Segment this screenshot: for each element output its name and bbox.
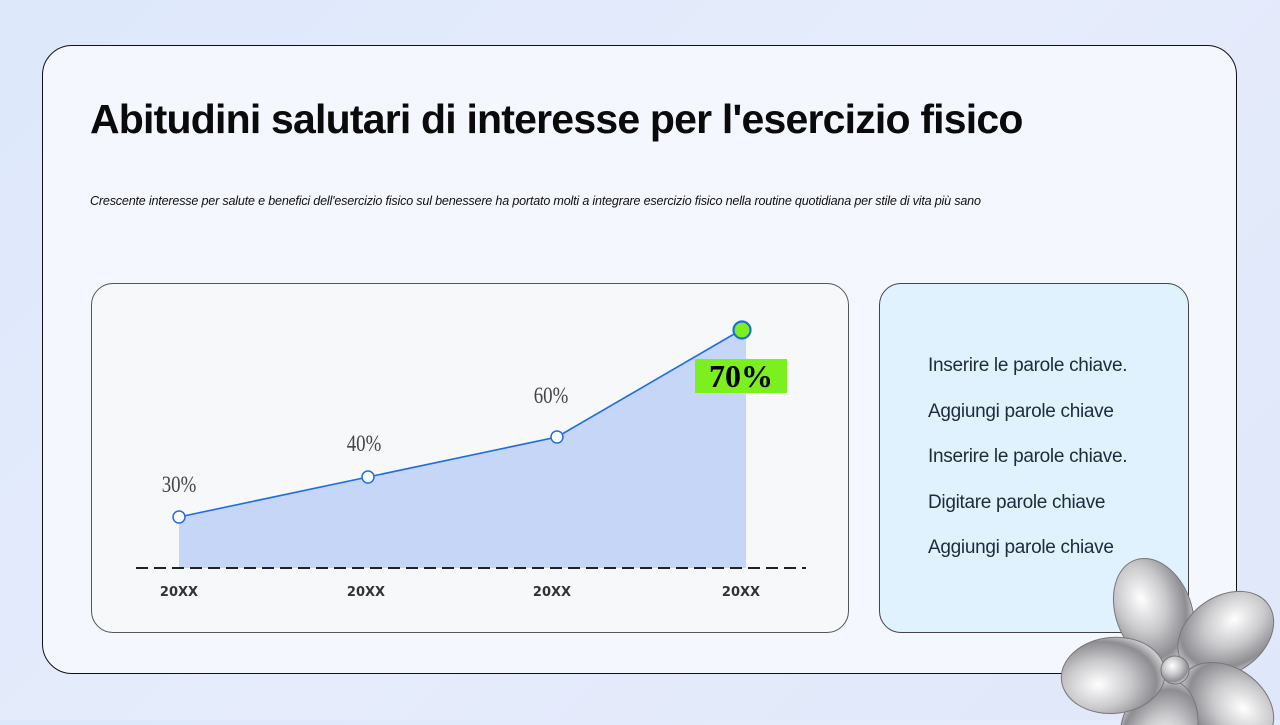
x-axis-label-2: 20XX: [346, 585, 386, 600]
x-axis-label-1: 20XX: [159, 585, 199, 600]
value-label-4-highlight: 70%: [695, 359, 787, 393]
keyword-item: Aggiungi parole chiave: [928, 401, 1114, 422]
keyword-item: Digitare parole chiave: [928, 492, 1106, 513]
chart-panel: [91, 283, 849, 633]
x-axis-label-4: 20XX: [721, 585, 761, 600]
keyword-item: Inserire le parole chiave.: [928, 446, 1128, 467]
silver-flower-icon: [1060, 557, 1275, 725]
value-label-1: 30%: [161, 472, 197, 497]
x-axis-label-3: 20XX: [532, 585, 572, 600]
value-label-3: 60%: [533, 383, 569, 408]
keyword-item: Aggiungi parole chiave: [928, 537, 1114, 558]
value-label-2: 40%: [346, 431, 382, 456]
slide-subtitle: Crescente interesse per salute e benefic…: [90, 194, 981, 208]
keyword-item: Inserire le parole chiave.: [928, 355, 1128, 376]
slide-title: Abitudini salutari di interesse per l'es…: [90, 96, 1023, 142]
